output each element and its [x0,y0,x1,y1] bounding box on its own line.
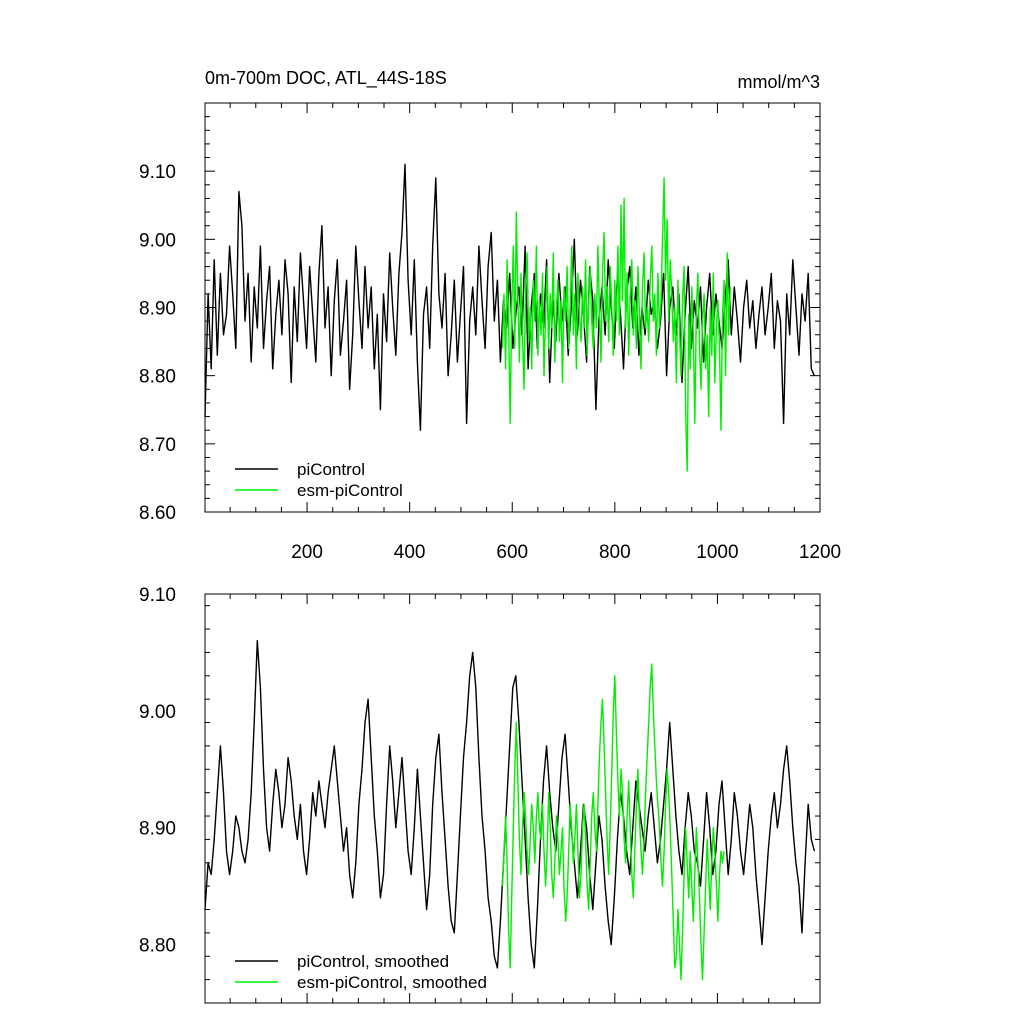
top-xtick-label: 1000 [696,542,738,563]
top-ytick-label: 8.60 [139,503,176,524]
top-ytick-label: 9.00 [139,230,176,251]
top-xtick-label: 1200 [799,542,841,563]
top-xtick-label: 800 [599,542,631,563]
top-legend: piControl esm-piControl [235,460,403,500]
bottom-panel: 8.80 8.90 9.00 9.10 piControl, smoothed esm… [139,585,821,1004]
bottom-ytick-label: 8.90 [139,819,176,840]
bottom-ytick-label: 8.80 [139,936,176,957]
top-series-line-esm-picontrol [501,177,731,472]
bottom-ytick-label: 9.10 [139,585,176,606]
bottom-legend: piControl, smoothed esm-piControl, smoot… [235,952,487,992]
top-xtick-label: 400 [394,542,426,563]
top-ticks: 200 400 600 800 1000 1200 8.60 8.70 8.80 8.90 9.00… [139,102,841,563]
legend-label-esm-picontrol: esm-piControl [297,481,403,500]
bottom-plot-frame [204,593,821,1004]
top-xtick-label: 200 [291,542,323,563]
bottom-series-line-esm-picontrol-smoothed [501,663,725,981]
bottom-series-line-picontrol-smoothed [204,640,816,969]
top-ytick-label: 8.70 [139,435,176,456]
top-ytick-label: 8.80 [139,367,176,388]
legend-label-picontrol: piControl [297,460,365,479]
legend-label-esm-picontrol-smoothed: esm-piControl, smoothed [297,973,487,992]
top-ytick-label: 8.90 [139,299,176,320]
top-xtick-label: 600 [496,542,528,563]
top-series [204,163,816,472]
legend-label-picontrol-smoothed: piControl, smoothed [297,952,449,971]
top-ytick-label: 9.10 [139,162,176,183]
bottom-ticks: 8.80 8.90 9.00 9.10 [139,585,821,1004]
top-panel: 200 400 600 800 1000 1200 8.60 8.70 8.80 8.90 9.00… [139,102,841,563]
units-label: mmol/m^3 [738,72,820,92]
chart-title: 0m-700m DOC, ATL_44S-18S [205,68,447,89]
bottom-series [204,640,816,981]
bottom-ytick-label: 9.00 [139,702,176,723]
